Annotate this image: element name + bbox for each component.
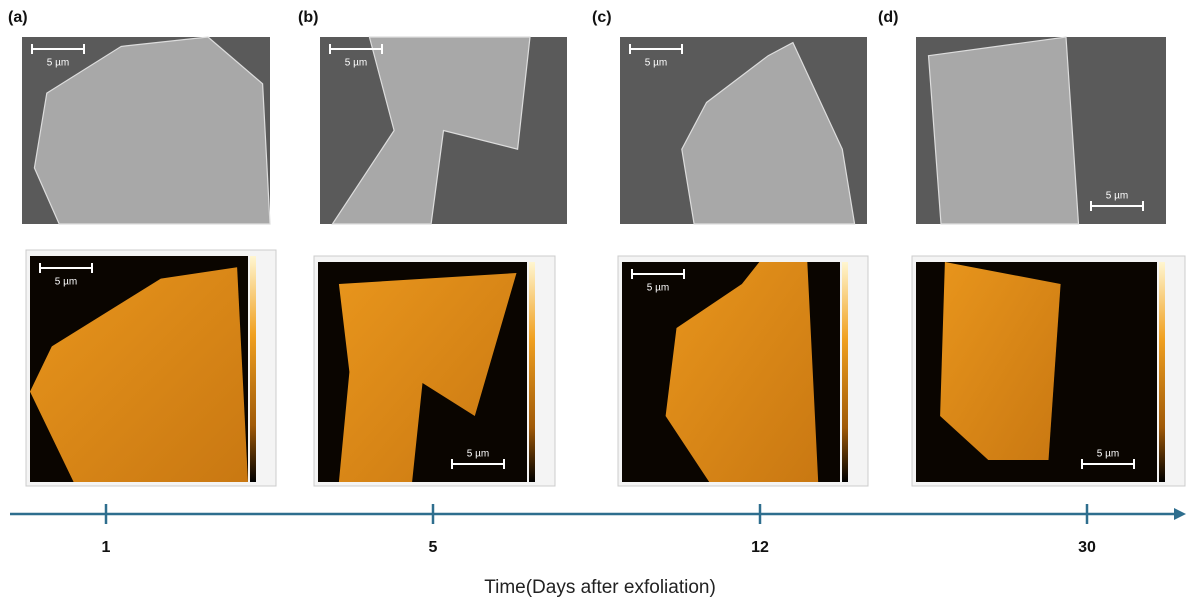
panel-label: (c) bbox=[592, 9, 612, 26]
timeline-tick-label: 5 bbox=[429, 539, 438, 556]
timeline-label: Time(Days after exfoliation) bbox=[484, 577, 716, 598]
figure: Time(Days after exfoliation) (a) 5 µm 5 µm… bbox=[0, 0, 1187, 602]
sem-flake bbox=[929, 37, 1079, 224]
afm-colorbar bbox=[529, 262, 535, 482]
afm-flake bbox=[940, 262, 1061, 460]
afm-colorbar bbox=[1159, 262, 1165, 482]
scale-label: 5 µm bbox=[345, 58, 367, 69]
panel-label: (d) bbox=[878, 9, 898, 26]
timeline-tick-label: 12 bbox=[751, 539, 769, 556]
timeline-arrow bbox=[1174, 508, 1186, 520]
scale-label: 5 µm bbox=[1106, 191, 1128, 202]
panel-label: (a) bbox=[8, 9, 28, 26]
scale-label: 5 µm bbox=[1097, 449, 1119, 460]
timeline-tick-label: 30 bbox=[1078, 539, 1096, 556]
timeline-tick-label: 1 bbox=[102, 539, 111, 556]
scale-label: 5 µm bbox=[645, 58, 667, 69]
scale-label: 5 µm bbox=[47, 58, 69, 69]
scale-label: 5 µm bbox=[647, 283, 669, 294]
afm-colorbar bbox=[250, 256, 256, 482]
afm-colorbar bbox=[842, 262, 848, 482]
scale-label: 5 µm bbox=[55, 277, 77, 288]
panel-label: (b) bbox=[298, 9, 318, 26]
scale-label: 5 µm bbox=[467, 449, 489, 460]
